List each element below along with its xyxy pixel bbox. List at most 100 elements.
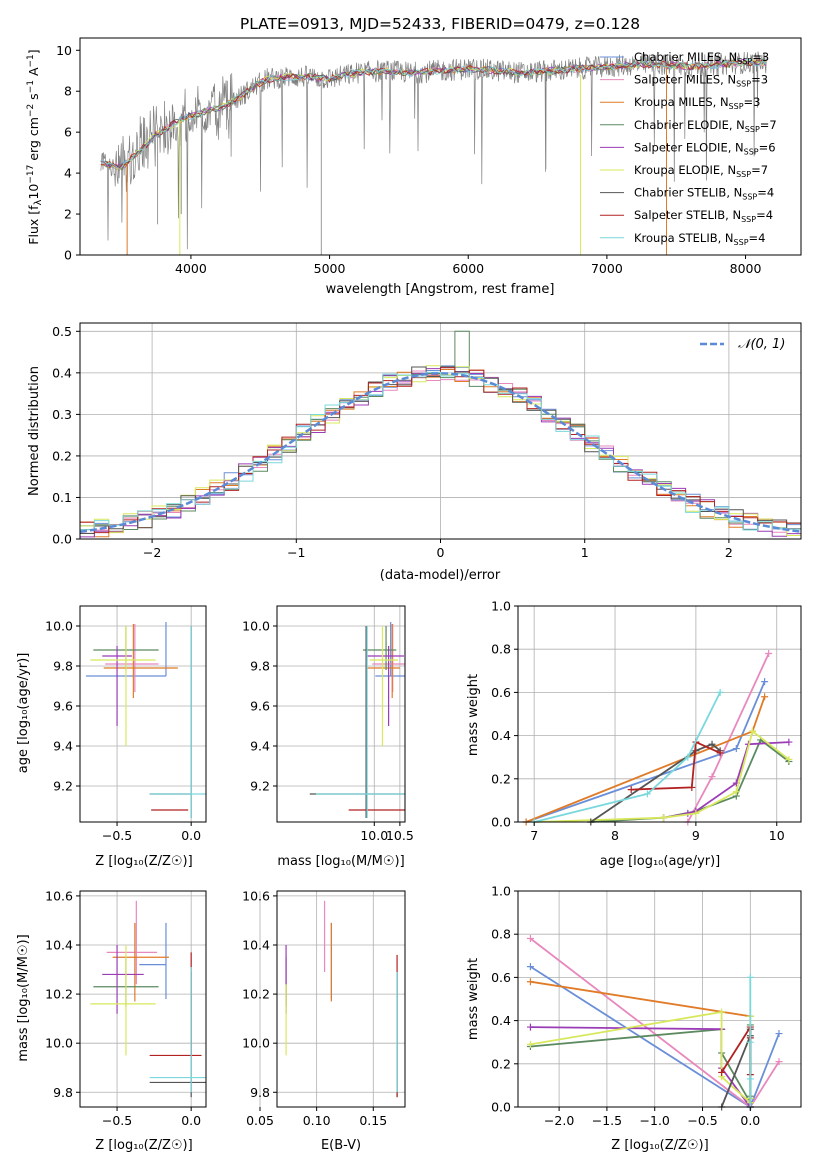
age-weight-ytick-label: 0.8 [491, 642, 511, 657]
spectrum-xtick-label: 5000 [314, 261, 346, 276]
z-age-ylabel: age [log₁₀(age/yr)] [16, 653, 31, 774]
histogram-xtick-label: 2 [725, 545, 733, 560]
z-age-xtick-label: 0.0 [181, 828, 201, 843]
marker-kroupa-elodie [748, 727, 756, 735]
age-weight-xlabel: age [log₁₀(age/yr)] [600, 854, 721, 869]
ebv-mass-axes-frame [276, 890, 406, 1108]
marker-kroupa-elodie [732, 788, 740, 796]
mass-age-ytick-label: 9.8 [250, 659, 270, 674]
spectrum-xtick-label: 8000 [730, 261, 762, 276]
marker-kroupa-stelib [716, 688, 724, 696]
z-weight-xtick-label: −1.5 [592, 1113, 622, 1128]
mass-age-ytick-label: 10.0 [242, 619, 270, 634]
legend-label-chabrier-elodie: Chabrier ELODIE, NSSP=7 [634, 118, 777, 134]
spectrum-panel: Chabrier MILES, NSSP=3 Salpeter MILES, NS… [26, 37, 802, 297]
z-vs-age-panel: −0.5 0.0 9.2 9.4 9.6 9.8 10.0 [45, 605, 207, 843]
z-mass-plot-area [90, 900, 206, 1098]
mass-age-ytick-label: 9.4 [250, 739, 270, 754]
z-weight-axes-frame [517, 890, 802, 1108]
z-mass-ytick-label: 10.0 [45, 1036, 73, 1051]
ebv-mass-xtick-label: 0.10 [303, 1113, 331, 1128]
histogram-ytick-label: 0.1 [52, 490, 72, 505]
marker-kroupa-stelib [746, 973, 754, 981]
ebv-mass-ytick-label: 9.8 [250, 1085, 270, 1100]
spectrum-xlabel: wavelength [Angstrom, rest frame] [326, 282, 555, 297]
histogram-ytick-label: 0.0 [52, 532, 72, 547]
z-mass-xtick-label: 0.0 [181, 1113, 201, 1128]
age-weight-ytick-label: 0.2 [491, 771, 511, 786]
histogram-ytick-label: 0.3 [52, 407, 72, 422]
z-mass-xlabel: Z [log₁₀(Z/Z☉)] [95, 1138, 192, 1153]
z-age-ytick-label: 9.2 [53, 779, 73, 794]
z-weight-ytick-label: 1.0 [491, 884, 511, 899]
z-weight-xtick-label: 0.0 [740, 1113, 760, 1128]
marker-kroupa-elodie [692, 809, 700, 817]
histogram-xtick-label: −1 [287, 545, 305, 560]
mass-age-xtick-label: 10.5 [386, 828, 414, 843]
marker-salpeter-miles [708, 773, 716, 781]
mass-age-plot-area [309, 622, 405, 818]
ebv-mass-ytick-label: 10.4 [242, 938, 270, 953]
z-mass-ytick-label: 10.6 [45, 888, 73, 903]
spectrum-ytick-label: 10 [56, 43, 72, 58]
ebv-mass-ytick-label: 10.6 [242, 888, 270, 903]
age-weight-xtick-label: 10 [769, 828, 785, 843]
histogram-plot-area [79, 330, 802, 538]
marker-kroupa-miles [761, 693, 769, 701]
spectrum-ytick-label: 4 [64, 166, 72, 181]
legend-label-kroupa-elodie: Kroupa ELODIE, NSSP=7 [634, 163, 768, 179]
legend-label-salpeter-miles: Salpeter MILES, NSSP=3 [634, 73, 768, 89]
legend-label-salpeter-stelib: Salpeter STELIB, NSSP=4 [634, 208, 773, 224]
marker-kroupa-elodie [718, 1008, 726, 1016]
line-salpeter-elodie [663, 741, 789, 819]
z-age-ytick-label: 9.6 [53, 699, 73, 714]
spectrum-plot-area [100, 51, 767, 255]
z-weight-ytick-label: 0.6 [491, 970, 511, 985]
z-age-xtick-label: −0.5 [102, 828, 132, 843]
z-weight-xtick-label: −0.5 [687, 1113, 717, 1128]
marker-chabrier-miles [526, 963, 534, 971]
normal-legend-label: 𝒩(0, 1) [738, 337, 785, 352]
marker-salpeter-miles [526, 935, 534, 943]
histogram-xtick-label: 1 [581, 545, 589, 560]
marker-salpeter-elodie [785, 738, 793, 746]
marker-salpeter-stelib [688, 783, 696, 791]
normal-distribution-curve [79, 372, 802, 533]
marker-chabrier-miles [732, 745, 740, 753]
marker-salpeter-stelib [716, 749, 724, 757]
line-salpeter-stelib [631, 740, 721, 791]
age-weight-xtick-label: 9 [692, 828, 700, 843]
legend-label-kroupa-stelib: Kroupa STELIB, NSSP=4 [634, 231, 765, 247]
histogram-xlabel: (data-model)/error [380, 568, 501, 583]
marker-salpeter-stelib [627, 786, 635, 794]
z-vs-mass-panel: −0.5 0.0 9.8 10.0 10.2 10.4 10.6 [45, 888, 207, 1128]
model-spectrum-salpeter-stelib [100, 59, 766, 171]
marker-kroupa-stelib [746, 1075, 754, 1083]
histogram-xtick-label: 0 [437, 545, 445, 560]
marker-chabrier-stelib [708, 740, 716, 748]
z-weight-ylabel: mass weight [466, 958, 481, 1040]
histogram-kroupa-stelib [80, 371, 801, 531]
marker-chabrier-miles [761, 678, 769, 686]
line-chabrier-stelib [590, 743, 721, 823]
figure-title: PLATE=0913, MJD=52433, FIBERID=0479, z=0… [240, 15, 640, 33]
mass-age-ytick-label: 9.6 [250, 699, 270, 714]
marker-salpeter-miles [765, 650, 773, 658]
z-age-plot-area [85, 622, 206, 818]
mass-age-axes-frame [276, 605, 406, 823]
marker-salpeter-miles [775, 1058, 783, 1066]
histogram-salpeter-stelib [80, 367, 801, 534]
spectrum-ylabel: Flux [fλ10−17 erg cm−2 s−1 A−1] [26, 49, 44, 244]
z-mass-axes-frame [79, 890, 207, 1108]
legend-label-chabrier-miles: Chabrier MILES, NSSP=3 [634, 50, 769, 66]
age-weight-xtick-label: 8 [611, 828, 619, 843]
ebv-mass-xtick-label: 0.15 [359, 1113, 387, 1128]
line-salpeter-stelib [720, 1023, 752, 1075]
z-weight-xtick-label: −2.0 [544, 1113, 574, 1128]
age-weight-plot-area [522, 650, 793, 826]
marker-salpeter-elodie [526, 1023, 534, 1031]
ebv-mass-xlabel: E(B-V) [321, 1138, 361, 1153]
line-kroupa-miles [530, 980, 751, 1018]
ebv-mass-xtick-label: 0.05 [246, 1113, 274, 1128]
